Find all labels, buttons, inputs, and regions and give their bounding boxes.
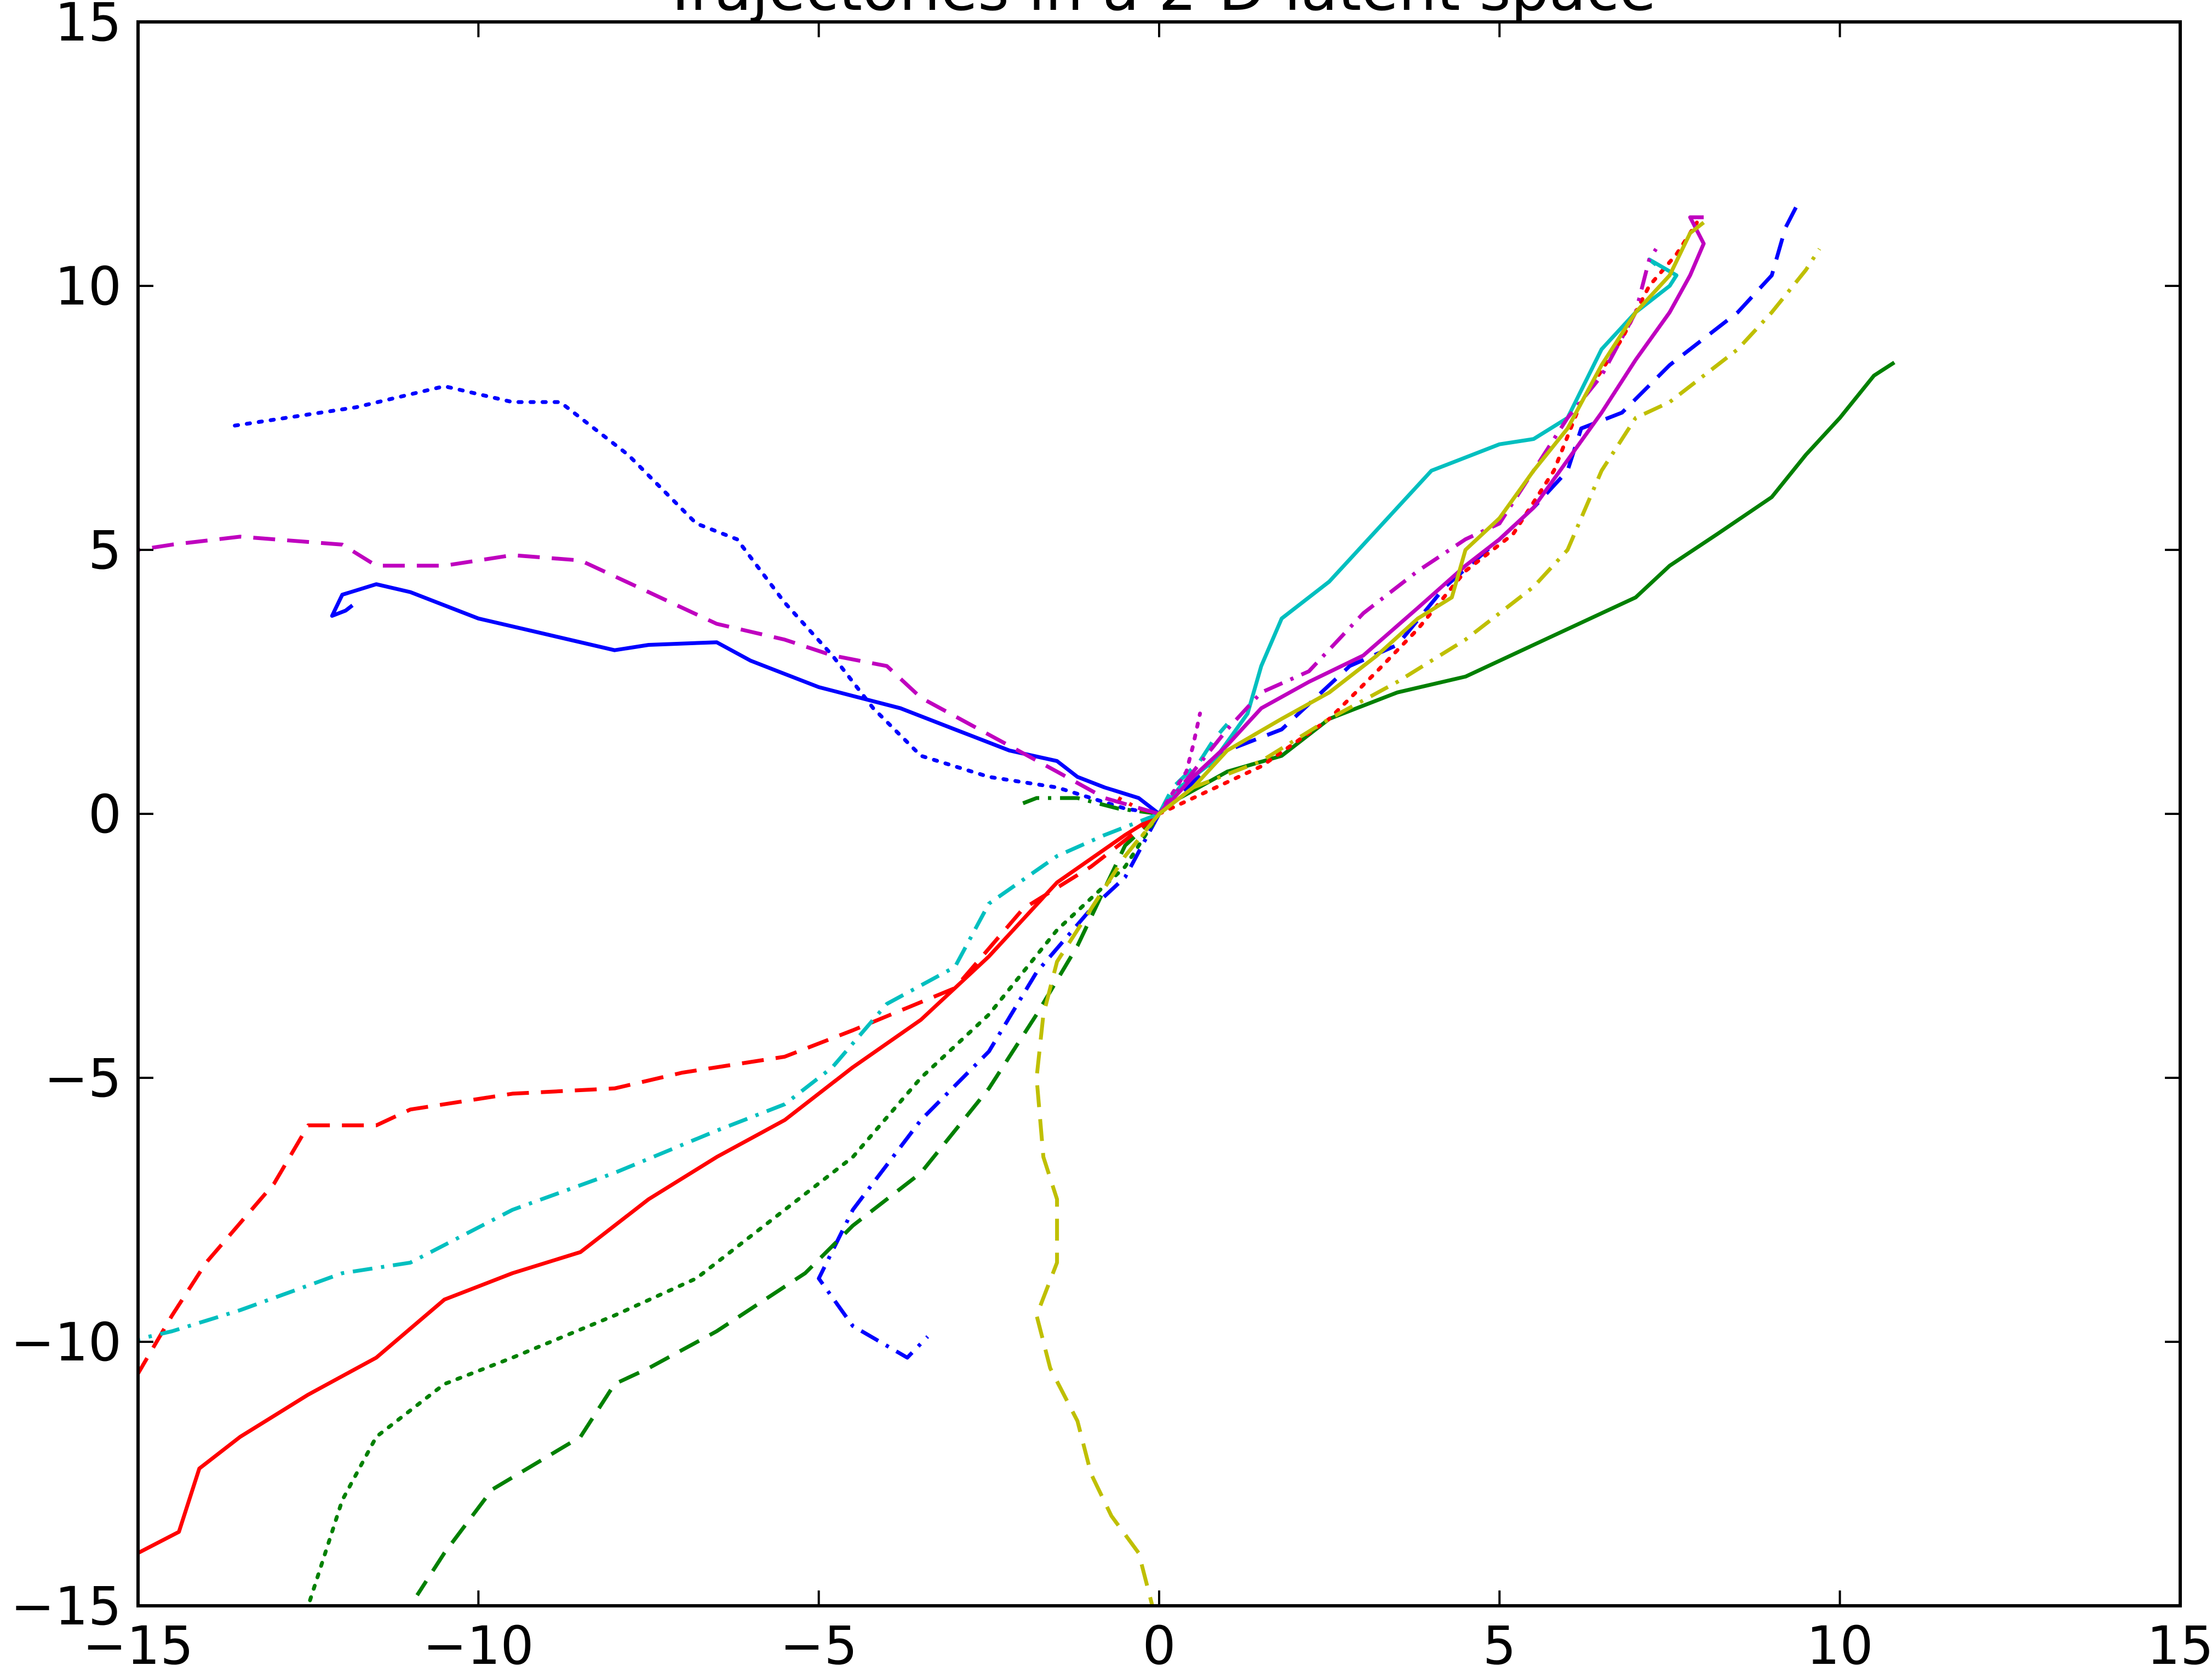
x-tick-label: 0: [1142, 1615, 1176, 1676]
x-tick-label: −5: [780, 1615, 858, 1676]
series-line-19: [1157, 711, 1202, 816]
y-tick-label: −15: [10, 1576, 122, 1637]
x-tick-label: 5: [1483, 1615, 1516, 1676]
series-line-11: [1157, 220, 1699, 816]
x-tick-label: 10: [1807, 1615, 1873, 1676]
series-line-3: [1157, 200, 1801, 815]
series-line-8: [1022, 796, 1160, 816]
series-line-15: [1157, 722, 1229, 815]
series-line-17: [138, 535, 1160, 816]
y-tick-label: 10: [55, 256, 122, 317]
series-line-23: [1137, 812, 1161, 842]
series-line-18: [1157, 248, 1658, 815]
series-line-20: [1157, 221, 1705, 815]
y-tick-label: −10: [10, 1312, 122, 1373]
series-line-10: [138, 812, 1161, 1375]
y-tick-label: 15: [55, 0, 122, 53]
chart-title: Trajectories in a 2-D latent space: [662, 0, 1657, 24]
series-line-6: [415, 812, 1161, 1596]
series-line-5: [1157, 360, 1895, 815]
series-line-22: [1157, 248, 1821, 815]
series-line-21: [1034, 812, 1161, 1606]
series-line-13: [1157, 257, 1678, 815]
series-line-16: [1157, 215, 1706, 815]
x-tick-label: 15: [2147, 1615, 2212, 1676]
y-tick-label: 0: [88, 784, 122, 845]
x-tick-label: −15: [83, 1615, 194, 1676]
series-line-9: [138, 812, 1160, 1555]
series-line-1: [330, 582, 1161, 815]
series-line-7: [306, 812, 1161, 1606]
y-tick-label: 5: [88, 520, 122, 581]
x-tick-label: −10: [423, 1615, 534, 1676]
series-line-14: [138, 812, 1160, 1341]
series-line-4: [817, 813, 1161, 1360]
y-tick-label: −5: [44, 1048, 122, 1109]
